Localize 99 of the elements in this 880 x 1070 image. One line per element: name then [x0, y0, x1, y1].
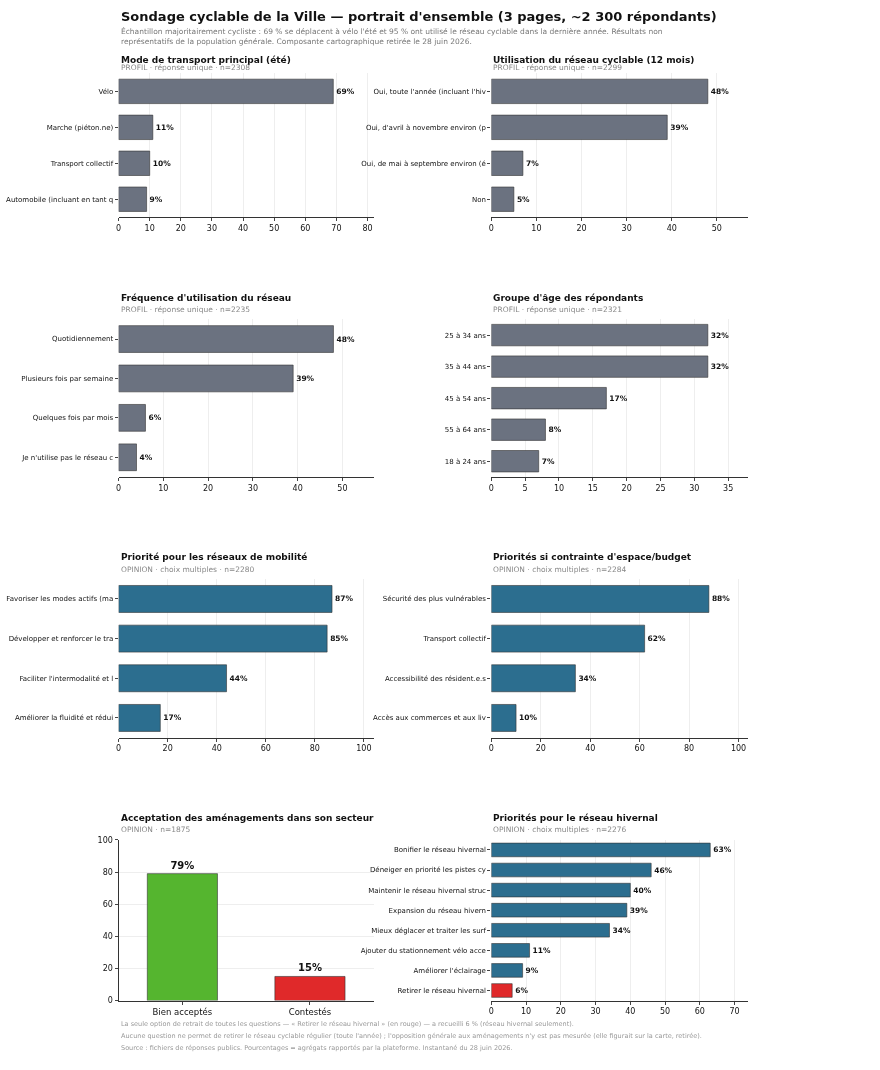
bar	[118, 585, 333, 613]
x-tick-label: 50	[269, 223, 280, 233]
x-tick-label: 35	[723, 483, 734, 493]
bar	[491, 624, 645, 653]
x-tick-label: 40	[666, 223, 677, 233]
x-tick-label: 0	[116, 744, 122, 754]
bar	[491, 923, 610, 938]
y-tick-label: 40	[102, 932, 113, 942]
x-tick-label: 10	[144, 223, 155, 233]
x-tick-label: 10	[520, 1007, 532, 1017]
y-tick-label: 60	[102, 899, 113, 909]
x-tick-label: 10	[553, 483, 565, 493]
bar	[491, 418, 546, 441]
bar	[491, 324, 709, 347]
x-tick-label: 40	[625, 1007, 636, 1017]
data-label: 79%	[170, 859, 195, 871]
x-tick-label: 30	[621, 223, 632, 233]
text: Sondage cyclable de la Ville — portrait d'ensemble (3 pages, ~2 300 répondants)	[121, 9, 717, 24]
bar	[118, 664, 227, 693]
x-tick-label: 30	[689, 483, 700, 493]
y-tick-label: 100	[97, 835, 113, 845]
y-tick-label: 20	[102, 964, 113, 974]
x-tick-label: 50	[711, 223, 722, 233]
x-tick-label: 20	[535, 744, 546, 754]
x-tick-label: 50	[659, 1007, 671, 1017]
x-tick-label: 60	[300, 223, 311, 233]
bar	[118, 704, 161, 732]
bar	[491, 450, 539, 473]
bar	[491, 78, 709, 104]
x-tick-label: 80	[684, 744, 695, 754]
x-tick-label: 20	[203, 483, 214, 493]
x-tick-label: 60	[634, 744, 645, 754]
x-tick-label: Bien acceptés	[152, 1006, 213, 1017]
x-tick-label: 0	[488, 483, 494, 493]
bar	[491, 862, 652, 878]
x-tick-label: 15	[587, 483, 598, 493]
x-tick-label: 70	[331, 223, 342, 233]
chart-title: Utilisation du réseau cyclable (12 mois)	[493, 55, 695, 65]
bar	[491, 842, 711, 858]
bar	[491, 882, 631, 898]
bar	[491, 943, 530, 958]
x-tick-label: 25	[655, 483, 666, 493]
x-tick-label: Contestés	[288, 1006, 332, 1017]
chart-title: Mode de transport principal (été)	[121, 55, 291, 65]
bar	[491, 186, 515, 212]
bar	[491, 983, 513, 998]
chart-title: Groupe d'âge des répondants	[493, 293, 644, 303]
bar	[491, 704, 517, 732]
data-label: 15%	[297, 962, 322, 974]
x-tick-label: 20	[621, 483, 632, 493]
bar	[491, 585, 710, 613]
x-tick-label: 60	[260, 744, 271, 754]
bar	[118, 325, 334, 353]
bar	[491, 963, 523, 978]
x-tick-label: 10	[531, 223, 542, 233]
bar	[118, 443, 137, 471]
bar	[118, 404, 146, 432]
x-tick-label: 0	[488, 744, 494, 754]
x-tick-label: 60	[694, 1007, 705, 1017]
chart-title: Acceptation des aménagements dans son secteur	[121, 813, 375, 823]
x-tick-label: 20	[162, 744, 173, 754]
x-tick-label: 50	[337, 483, 348, 493]
x-tick-label: 20	[175, 223, 186, 233]
chart-title: Priorité pour les réseaux de mobilité	[121, 552, 308, 562]
x-tick-label: 80	[309, 744, 320, 754]
x-tick-label: 40	[211, 744, 222, 754]
x-tick-label: 0	[488, 1007, 494, 1017]
x-tick-label: 30	[247, 483, 258, 493]
bar	[118, 150, 151, 176]
bar	[118, 78, 334, 104]
bar	[491, 664, 576, 693]
bar	[491, 903, 628, 918]
chart-title: Fréquence d'utilisation du réseau	[121, 293, 292, 303]
y-tick-label: 0	[107, 996, 113, 1006]
x-tick-label: 5	[522, 483, 528, 493]
bar	[118, 364, 294, 393]
x-tick-label: 20	[555, 1007, 566, 1017]
x-tick-label: 40	[237, 223, 249, 233]
y-tick-label: 80	[102, 867, 113, 877]
x-tick-label: 20	[576, 223, 587, 233]
x-tick-label: 30	[206, 223, 218, 233]
x-tick-label: 100	[730, 744, 747, 754]
bar	[491, 150, 524, 176]
bar	[491, 114, 668, 140]
bar	[491, 387, 607, 410]
bar	[118, 624, 328, 653]
x-tick-label: 0	[116, 483, 122, 493]
x-tick-label: 0	[488, 223, 494, 233]
bar	[118, 114, 154, 140]
x-tick-label: 0	[116, 223, 122, 233]
x-tick-label: 30	[590, 1007, 601, 1017]
chart-title: Priorités pour le réseau hivernal	[493, 813, 658, 823]
x-tick-label: 40	[585, 744, 596, 754]
bar	[118, 186, 147, 212]
x-tick-label: 70	[729, 1007, 740, 1017]
x-tick-label: 10	[158, 483, 169, 493]
x-tick-label: 40	[292, 483, 303, 493]
bar	[491, 355, 709, 378]
chart-title: Priorités si contrainte d'espace/budget	[493, 552, 692, 562]
